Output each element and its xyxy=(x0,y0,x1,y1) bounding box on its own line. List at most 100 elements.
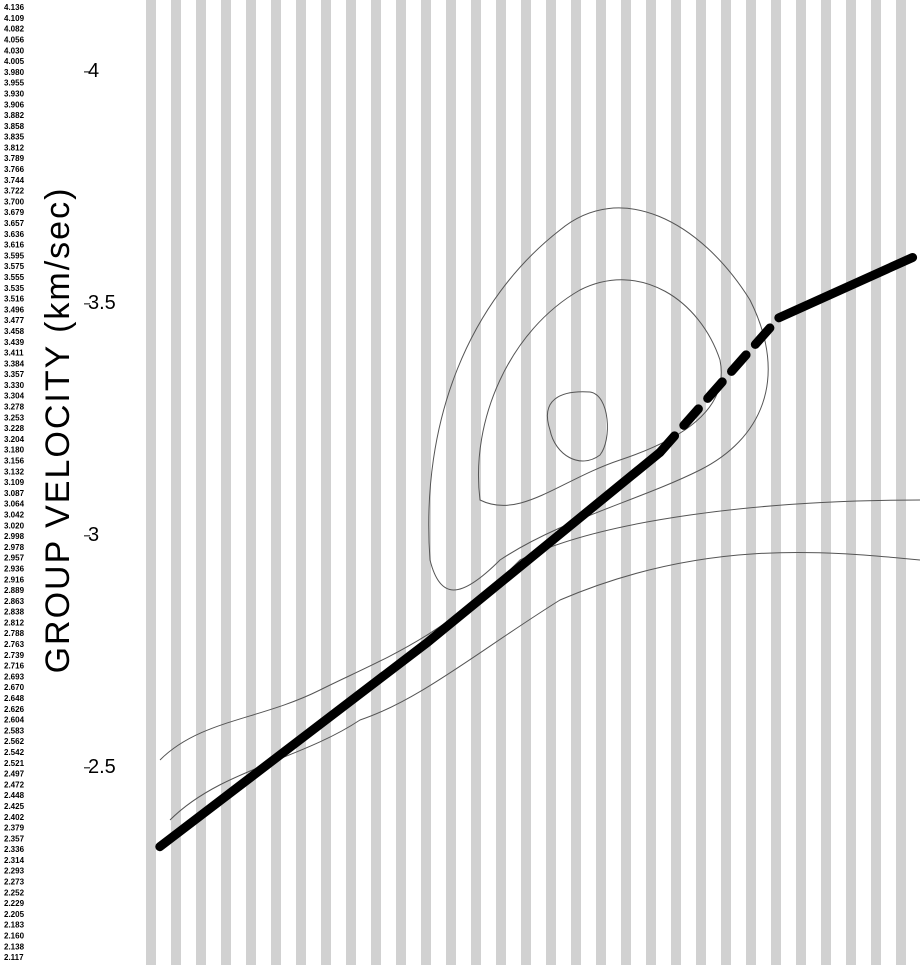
velocity-entry: 3.156 xyxy=(4,457,25,466)
velocity-entry: 3.330 xyxy=(4,381,25,390)
velocity-entry: 3.955 xyxy=(4,79,25,88)
velocity-entry: 3.278 xyxy=(4,403,25,412)
velocity-entry: 3.555 xyxy=(4,273,25,282)
velocity-entry: 2.138 xyxy=(4,942,25,951)
velocity-entry: 3.616 xyxy=(4,241,25,250)
velocity-entry: 2.252 xyxy=(4,888,25,897)
velocity-entry: 2.497 xyxy=(4,770,25,779)
velocity-entry: 2.357 xyxy=(4,834,25,843)
figure: GROUP VELOCITY (km/sec) 4.1364.1094.0824… xyxy=(0,0,920,965)
velocity-entry: 2.889 xyxy=(4,586,25,595)
velocity-entry: 2.957 xyxy=(4,554,25,563)
velocity-entry: 2.812 xyxy=(4,618,25,627)
velocity-entry: 2.229 xyxy=(4,899,25,908)
velocity-entry: 2.205 xyxy=(4,910,25,919)
velocity-entry: 2.788 xyxy=(4,629,25,638)
dispersion-curve xyxy=(660,318,779,453)
velocity-entry: 2.183 xyxy=(4,921,25,930)
velocity-entry: 3.087 xyxy=(4,489,25,498)
velocity-entry: 3.812 xyxy=(4,143,25,152)
velocity-entry: 3.575 xyxy=(4,262,25,271)
velocity-entry: 2.425 xyxy=(4,802,25,811)
velocity-entry: 3.980 xyxy=(4,68,25,77)
velocity-entry: 3.180 xyxy=(4,446,25,455)
velocity-entry: 3.439 xyxy=(4,338,25,347)
velocity-entry: 4.109 xyxy=(4,14,25,23)
velocity-entry: 3.042 xyxy=(4,510,25,519)
contour xyxy=(547,392,607,461)
velocity-entry: 2.998 xyxy=(4,532,25,541)
velocity-entry: 2.402 xyxy=(4,813,25,822)
chart: GROUP VELOCITY (km/sec) 4.1364.1094.0824… xyxy=(0,0,920,965)
velocity-entry: 2.838 xyxy=(4,608,25,617)
velocity-entry: 3.930 xyxy=(4,89,25,98)
velocity-entry: 2.562 xyxy=(4,737,25,746)
velocity-entry: 4.082 xyxy=(4,25,25,34)
velocity-entry: 3.132 xyxy=(4,467,25,476)
velocity-entry: 3.595 xyxy=(4,251,25,260)
velocity-entry: 3.516 xyxy=(4,295,25,304)
contour xyxy=(160,500,920,760)
velocity-entry: 3.679 xyxy=(4,208,25,217)
velocity-entry: 3.882 xyxy=(4,111,25,120)
velocity-entry: 3.835 xyxy=(4,133,25,142)
contour xyxy=(170,552,920,820)
velocity-entry: 3.204 xyxy=(4,435,25,444)
velocity-entry: 3.411 xyxy=(4,349,24,358)
dispersion-curve xyxy=(779,257,913,317)
velocity-entry: 3.304 xyxy=(4,392,25,401)
y-tick-label: 4 xyxy=(88,60,99,82)
velocity-entry: 2.336 xyxy=(4,845,25,854)
velocity-entry: 3.722 xyxy=(4,187,25,196)
velocity-entry: 3.657 xyxy=(4,219,25,228)
velocity-entry: 2.117 xyxy=(4,953,24,962)
velocity-entry: 3.064 xyxy=(4,500,25,509)
y-tick-label: 3.5 xyxy=(88,292,116,314)
velocity-entry: 3.858 xyxy=(4,122,25,131)
velocity-entry: 2.521 xyxy=(4,759,25,768)
velocity-entry: 2.448 xyxy=(4,791,25,800)
velocity-entry: 3.535 xyxy=(4,284,25,293)
velocity-entry: 3.700 xyxy=(4,197,25,206)
y-tick-label: 2.5 xyxy=(88,756,116,778)
velocity-entry: 3.458 xyxy=(4,327,25,336)
velocity-entry: 4.136 xyxy=(4,3,25,12)
velocity-entry: 2.739 xyxy=(4,651,25,660)
velocity-entry: 2.916 xyxy=(4,575,25,584)
velocity-entry: 3.384 xyxy=(4,359,25,368)
velocity-entry: 3.109 xyxy=(4,478,25,487)
velocity-entry: 2.626 xyxy=(4,705,25,714)
velocity-entry: 4.056 xyxy=(4,35,25,44)
velocity-entry: 2.863 xyxy=(4,597,25,606)
contours xyxy=(160,208,920,820)
contour xyxy=(478,280,721,506)
velocity-entry: 3.744 xyxy=(4,176,25,185)
velocity-entry: 2.314 xyxy=(4,856,25,865)
velocity-entry: 2.273 xyxy=(4,878,25,887)
velocity-entry: 2.583 xyxy=(4,726,25,735)
velocity-entry: 3.357 xyxy=(4,370,25,379)
velocity-entry: 3.020 xyxy=(4,521,25,530)
velocity-entry: 4.005 xyxy=(4,57,25,66)
velocity-entry: 3.496 xyxy=(4,305,25,314)
velocity-entry: 3.906 xyxy=(4,100,25,109)
velocity-entry: 2.542 xyxy=(4,748,25,757)
velocity-entry: 3.789 xyxy=(4,154,25,163)
velocity-entry: 2.472 xyxy=(4,780,25,789)
velocity-entry: 3.253 xyxy=(4,413,25,422)
velocity-entry: 2.648 xyxy=(4,694,25,703)
dispersion-curve xyxy=(160,452,660,846)
velocity-entry: 4.030 xyxy=(4,46,25,55)
velocity-entry: 2.293 xyxy=(4,867,25,876)
velocity-entry: 3.228 xyxy=(4,424,25,433)
velocity-entry: 2.604 xyxy=(4,716,25,725)
velocity-entry: 2.978 xyxy=(4,543,25,552)
y-tick-label: 3 xyxy=(88,524,99,546)
velocity-entry: 2.936 xyxy=(4,564,25,573)
y-axis-label: GROUP VELOCITY (km/sec) xyxy=(39,187,77,674)
velocity-entry: 3.636 xyxy=(4,230,25,239)
velocity-entry: 3.766 xyxy=(4,165,25,174)
velocity-entry: 2.670 xyxy=(4,683,25,692)
velocity-entry: 2.693 xyxy=(4,672,25,681)
velocity-entry: 3.477 xyxy=(4,316,25,325)
